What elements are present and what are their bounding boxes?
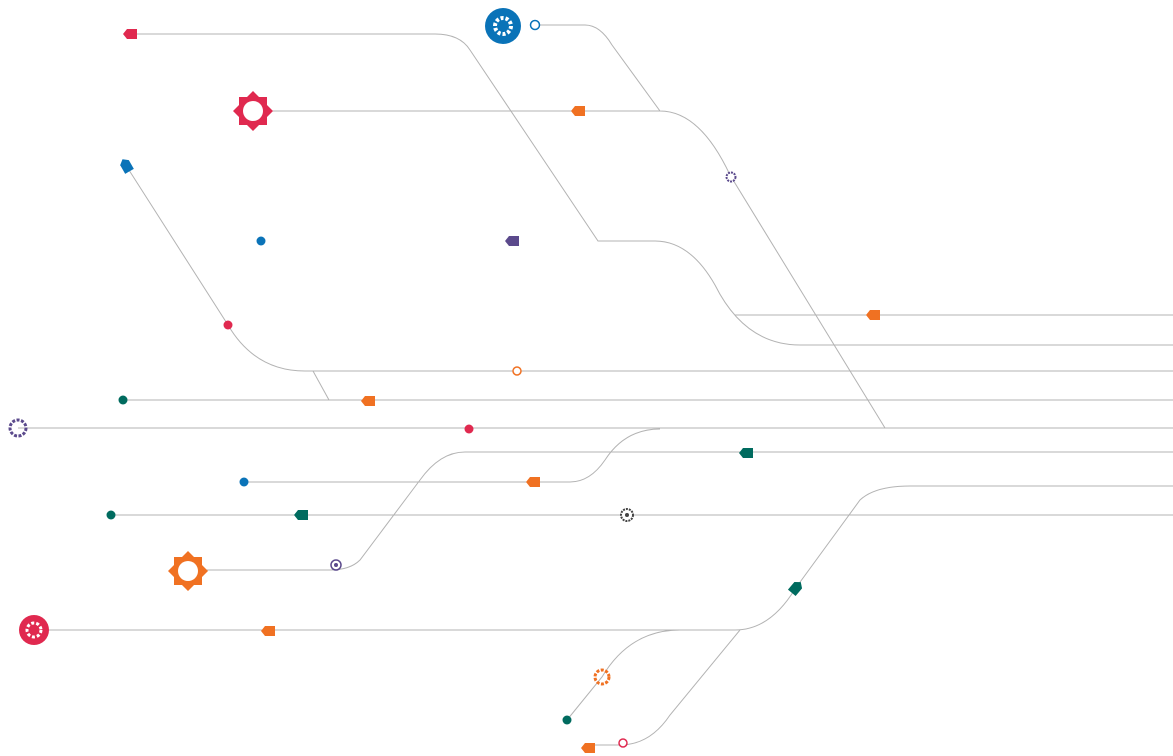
ring — [618, 738, 628, 748]
lines — [18, 24, 1173, 746]
tag — [120, 159, 134, 174]
tag — [361, 396, 375, 406]
line — [590, 629, 741, 746]
tag — [571, 106, 585, 116]
line — [188, 451, 1173, 571]
line — [312, 370, 330, 401]
markers — [8, 8, 880, 753]
tag — [866, 310, 880, 320]
line — [132, 33, 1173, 346]
line — [126, 166, 1173, 372]
tag — [505, 236, 519, 246]
tag — [123, 29, 137, 39]
dot — [256, 236, 266, 246]
tag — [581, 743, 595, 753]
gear-center — [493, 16, 513, 36]
tag — [739, 448, 753, 458]
star — [233, 91, 273, 131]
gear-center — [25, 621, 43, 639]
line — [244, 428, 661, 483]
star — [168, 551, 208, 591]
dot — [106, 510, 116, 520]
gear — [725, 171, 737, 183]
gear — [485, 8, 521, 44]
gear — [19, 615, 49, 645]
line — [535, 24, 886, 429]
dot — [118, 395, 128, 405]
dot — [562, 715, 572, 725]
gear-center — [625, 513, 629, 517]
dot — [239, 477, 249, 487]
ring — [512, 366, 522, 376]
tag — [526, 477, 540, 487]
line — [34, 485, 1173, 631]
ring-center — [334, 563, 338, 567]
gear — [8, 418, 28, 438]
dot — [464, 424, 474, 434]
tag — [261, 626, 275, 636]
gear — [593, 668, 611, 686]
dot — [223, 320, 233, 330]
ring — [529, 19, 541, 31]
line — [566, 629, 681, 721]
tag — [787, 581, 803, 597]
tag — [294, 510, 308, 520]
